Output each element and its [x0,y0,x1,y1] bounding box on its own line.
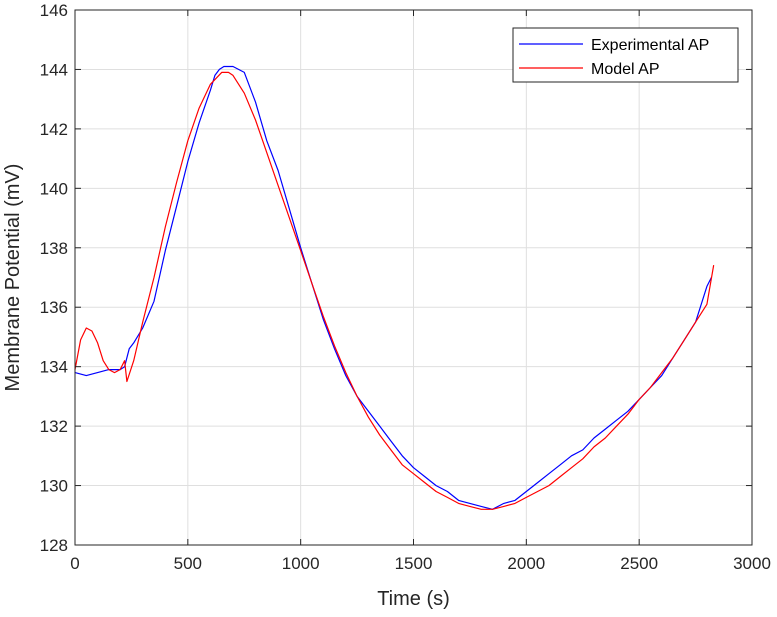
series-line-experimental [74,65,713,510]
y-tick-label: 140 [40,179,68,198]
y-tick-label: 144 [40,60,68,79]
y-tick-label: 130 [40,477,68,496]
legend-label-model: Model AP [591,61,659,78]
y-tick-label: 136 [40,298,68,317]
series-line-model [74,71,715,510]
y-tick-label: 128 [40,536,68,555]
y-tick-label: 142 [40,120,68,139]
y-tick-label: 134 [40,358,68,377]
y-tick-label: 132 [40,417,68,436]
x-axis-label: Time (s) [377,588,450,610]
x-tick-label: 1000 [282,554,320,573]
x-tick-label: 500 [174,554,202,573]
x-tick-label: 3000 [733,554,771,573]
y-axis-label: Membrane Potential (mV) [2,164,24,392]
legend: Experimental AP Model AP [512,27,739,83]
series-layer [74,65,715,510]
y-tick-label: 138 [40,239,68,258]
legend-label-experimental: Experimental AP [591,37,709,54]
x-tick-label: 2500 [620,554,658,573]
legend-box [512,27,739,83]
y-axis: 128 130 132 134 136 138 140 142 144 146 [40,1,752,555]
x-tick-label: 0 [70,554,79,573]
x-axis: 0 500 1000 1500 2000 2500 3000 [70,10,771,573]
x-tick-label: 2000 [507,554,545,573]
x-tick-label: 1500 [395,554,433,573]
y-tick-label: 146 [40,1,68,20]
